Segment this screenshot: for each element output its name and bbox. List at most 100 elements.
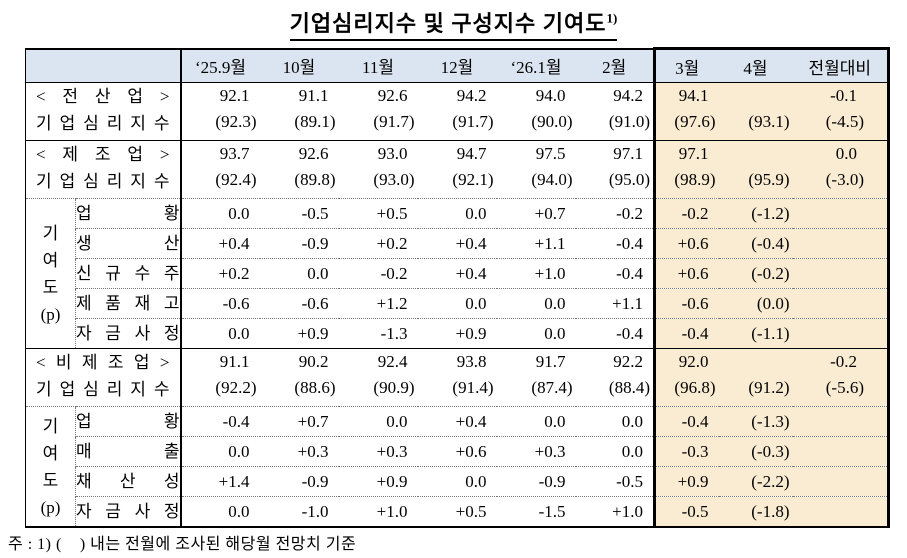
contribution-group-label: 기 여 도 (p) (25, 406, 76, 527)
row-label-line: 기 업 심 리 지 수 (36, 380, 170, 399)
bsi-table: ‘25.9월 10월 11월 12월 ‘26.1월 2월 3월 4월 전월대비 < 전 산 업 >… (25, 47, 890, 528)
value-cell (792, 406, 889, 437)
forecast-value: (88.4) (608, 378, 650, 397)
contribution-group-label-char: 도 (42, 470, 59, 490)
value-cell: 93.8 (91.4) (417, 348, 497, 407)
value-cell: +0.3 (496, 436, 576, 467)
value-cell: 97.1 (95.0) (575, 140, 655, 199)
column-header-1: ‘25.9월 (179, 48, 260, 83)
value-cell: -0.5 (653, 496, 719, 527)
contribution-row: 신 규 수 주 +0.2 0.0 -0.2 +0.4 +1.0 -0.4 +0.6 (-0.2) (26, 258, 889, 289)
contribution-value: -0.9 (538, 472, 566, 491)
row-sublabel: 자 금 사 정 (75, 318, 181, 349)
forecast-value: (95.0) (608, 170, 650, 189)
contribution-value: 0.0 (228, 204, 250, 223)
value-cell: -0.9 (496, 466, 576, 497)
value-cell: -0.2 (338, 258, 418, 289)
forecast-value: (-5.6) (825, 378, 864, 397)
row-sublabel: 신 규 수 주 (75, 258, 181, 289)
contribution-value: (-2.2) (751, 472, 790, 491)
value-cell (792, 228, 889, 259)
row-sublabel: 업 황 (75, 406, 181, 437)
contribution-value (793, 290, 888, 319)
forecast-value: (89.8) (294, 170, 336, 189)
contribution-value: -0.4 (222, 412, 250, 431)
contribution-value: -1.5 (538, 502, 566, 521)
contribution-row: 제 품 재 고 -0.6 -0.6 +1.2 0.0 0.0 +1.1 -0.6 (0.0) (26, 288, 889, 319)
value-cell: +1.0 (496, 258, 576, 289)
value-cell: 92.6 (91.7) (339, 83, 418, 141)
value-cell: 92.2 (88.4) (575, 348, 655, 407)
contribution-value (793, 200, 888, 229)
main-value: 94.2 (456, 86, 487, 105)
contribution-value: -0.5 (616, 472, 643, 491)
value-cell: 0.0 (417, 288, 497, 319)
index-row: < 제 조 업 > 기 업 심 리 지 수 93.7 (92.4) 92.6 (89.8)… (25, 140, 889, 199)
main-value: 97.5 (535, 144, 566, 163)
value-cell: 92.1 (92.3) (179, 82, 260, 141)
forecast-value: (97.6) (674, 112, 716, 131)
footnote: 주 : 1) ( ) 내는 전월에 조사된 해당월 전망치 기준 (8, 536, 357, 553)
contribution-value: +0.7 (534, 204, 566, 223)
contribution-value (793, 408, 888, 437)
contribution-value: +0.6 (677, 264, 709, 283)
main-value: 91.7 (535, 352, 566, 371)
contribution-value: -0.4 (616, 264, 643, 283)
value-cell: 0.0 (179, 496, 260, 527)
page-title: 기업심리지수 및 구성지수 기여도1) (0, 6, 907, 41)
contribution-row: 기 여 도 (p) 업 황 -0.4 +0.7 0.0 +0.4 0.0 0.0 -0.4 (-1.3) (25, 406, 889, 527)
value-cell: +0.3 (259, 436, 339, 467)
contribution-group-label-char: 여 (42, 443, 59, 463)
contribution-value: +0.4 (455, 234, 487, 253)
contribution-value: (-1.2) (751, 204, 790, 223)
value-cell: (93.1) (718, 82, 793, 141)
value-cell: 0.0 (179, 198, 260, 229)
contribution-value: 0.0 (228, 442, 250, 461)
value-cell: 97.5 (94.0) (496, 140, 576, 199)
forecast-value: (92.3) (215, 112, 257, 131)
value-cell: +0.6 (653, 228, 719, 259)
value-cell: -0.4 (653, 318, 719, 349)
value-cell: +0.9 (338, 466, 418, 497)
value-cell: +0.2 (179, 258, 260, 289)
contribution-value: 0.0 (228, 502, 250, 521)
column-header-5: ‘26.1월 (496, 48, 576, 83)
contribution-value: 0.0 (465, 294, 487, 313)
page-title-underlined: 기업심리지수 및 구성지수 기여도1) (289, 10, 618, 41)
value-cell: (91.2) (718, 348, 793, 407)
index-row: < 전 산 업 > 기 업 심 리 지 수 92.1 (92.3) 91.1 (89.1)… (26, 82, 889, 141)
row-sublabel: 매 출 (75, 436, 181, 467)
contribution-row: 채 산 성 +1.4 -0.9 +0.9 0.0 -0.9 -0.5 +0.9 (-2.2) (26, 466, 889, 497)
forecast-value: (94.0) (531, 170, 573, 189)
main-value: 0.0 (835, 144, 857, 163)
column-header-7: 3월 (653, 47, 719, 83)
contribution-value (793, 497, 888, 526)
contribution-value: +0.9 (297, 324, 329, 343)
value-cell: 97.1 (98.9) (653, 140, 719, 199)
forecast-value: (93.0) (373, 170, 415, 189)
contribution-value: 0.0 (544, 324, 566, 343)
value-cell: 94.0 (90.0) (497, 83, 576, 141)
corner-cell (25, 48, 182, 83)
contribution-value: (-1.8) (751, 502, 790, 521)
value-cell: -0.2 (653, 198, 719, 229)
contribution-value: 0.0 (621, 412, 643, 431)
page-title-footnote-marker: 1) (606, 10, 618, 26)
main-value: 92.4 (377, 352, 408, 371)
row-sublabel: 생 산 (75, 228, 181, 259)
contribution-value: +0.9 (677, 472, 709, 491)
value-cell: +1.1 (496, 228, 576, 259)
value-cell (792, 466, 889, 497)
value-cell: -0.4 (575, 318, 655, 349)
value-cell: 0.0 (496, 288, 576, 319)
forecast-value: (91.2) (748, 378, 790, 397)
contribution-value: -0.4 (616, 234, 643, 253)
contribution-group-label: 기 여 도 (p) (25, 198, 76, 349)
value-cell: 93.0 (93.0) (338, 140, 418, 199)
value-cell: -0.4 (653, 406, 719, 437)
value-cell (792, 258, 889, 289)
value-cell: +0.6 (417, 436, 497, 467)
contribution-value: 0.0 (307, 264, 329, 283)
contribution-value: -0.2 (380, 264, 408, 283)
value-cell: +0.3 (338, 436, 418, 467)
